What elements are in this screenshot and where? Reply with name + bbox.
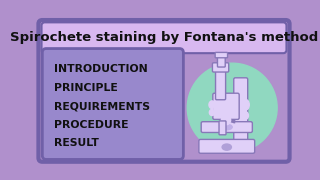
Circle shape <box>221 116 231 125</box>
Ellipse shape <box>242 112 248 119</box>
FancyBboxPatch shape <box>42 22 286 53</box>
FancyBboxPatch shape <box>218 53 225 67</box>
FancyBboxPatch shape <box>219 121 226 135</box>
Circle shape <box>187 63 277 152</box>
Text: PROCEDURE: PROCEDURE <box>54 120 128 130</box>
Ellipse shape <box>209 101 215 109</box>
Ellipse shape <box>222 144 231 150</box>
Text: Spirochete staining by Fontana's method: Spirochete staining by Fontana's method <box>10 31 318 44</box>
Ellipse shape <box>221 124 232 130</box>
Text: REQUIREMENTS: REQUIREMENTS <box>54 101 150 111</box>
Ellipse shape <box>242 99 249 110</box>
FancyBboxPatch shape <box>199 139 255 153</box>
FancyBboxPatch shape <box>215 52 228 58</box>
FancyBboxPatch shape <box>212 63 229 72</box>
Text: RESULT: RESULT <box>54 138 99 148</box>
FancyBboxPatch shape <box>42 49 183 159</box>
FancyBboxPatch shape <box>213 93 239 119</box>
Ellipse shape <box>209 109 215 116</box>
FancyBboxPatch shape <box>234 78 248 150</box>
FancyBboxPatch shape <box>201 122 252 132</box>
Text: PRINCIPLE: PRINCIPLE <box>54 83 118 93</box>
FancyBboxPatch shape <box>38 20 290 162</box>
Text: INTRODUCTION: INTRODUCTION <box>54 64 148 74</box>
FancyBboxPatch shape <box>216 68 226 100</box>
